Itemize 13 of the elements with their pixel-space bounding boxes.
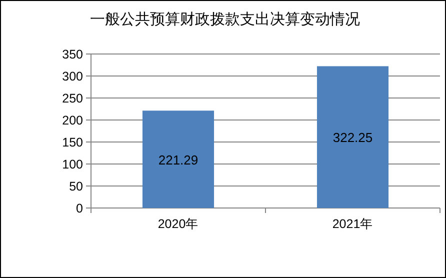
y-tick-label: 150 <box>62 136 84 150</box>
y-tick-label: 250 <box>62 92 84 106</box>
y-tick-label: 300 <box>62 70 84 84</box>
x-tick-label: 2020年 <box>158 217 199 231</box>
data-label: 322.25 <box>332 130 373 146</box>
chart-title: 一般公共预算财政拨款支出决算变动情况 <box>90 11 360 28</box>
y-tick-label: 0 <box>76 202 84 216</box>
y-tick-label: 50 <box>69 180 84 194</box>
data-label: 221.29 <box>158 152 198 168</box>
x-tick-label: 2021年 <box>332 217 374 231</box>
y-tick-label: 200 <box>62 114 84 128</box>
y-tick-label: 100 <box>62 158 84 172</box>
y-tick-label: 350 <box>62 48 84 62</box>
